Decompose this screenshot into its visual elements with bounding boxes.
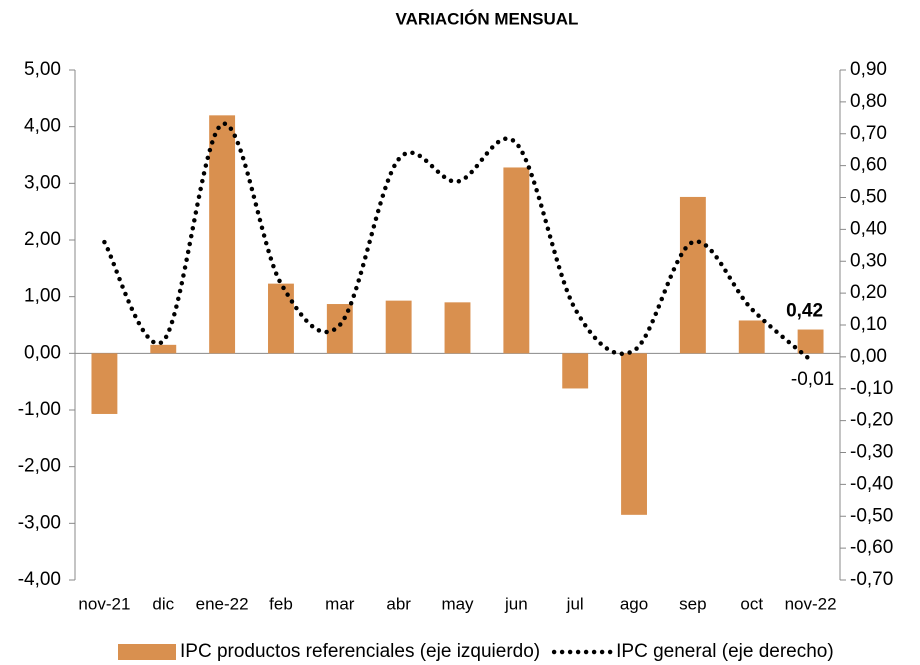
legend-label: IPC general (eje derecho) bbox=[616, 641, 834, 662]
legend-label: IPC productos referenciales (eje izquier… bbox=[180, 641, 540, 662]
bar bbox=[562, 353, 589, 389]
y-tick-label: 0,00 bbox=[24, 342, 61, 363]
y2-tick-label: 0,50 bbox=[850, 187, 887, 208]
y-tick-label: 1,00 bbox=[24, 286, 61, 307]
x-tick-label: nov-21 bbox=[78, 594, 130, 613]
y-tick-label: -3,00 bbox=[18, 512, 61, 533]
x-tick-label: mar bbox=[325, 594, 355, 613]
y-tick-label: 3,00 bbox=[24, 172, 61, 193]
y2-tick-label: -0,60 bbox=[850, 537, 893, 558]
x-tick-label: feb bbox=[269, 594, 293, 613]
y-tick-label: 2,00 bbox=[24, 229, 61, 250]
y2-tick-label: 0,40 bbox=[850, 218, 887, 239]
y2-tick-label: 0,80 bbox=[850, 91, 887, 112]
legend-swatch bbox=[118, 644, 176, 660]
x-tick-label: sep bbox=[679, 594, 706, 613]
y2-tick-label: 0,20 bbox=[850, 282, 887, 303]
y-tick-label: -1,00 bbox=[18, 399, 61, 420]
y2-tick-label: 0,60 bbox=[850, 155, 887, 176]
x-tick-label: oct bbox=[740, 594, 763, 613]
x-tick-label: dic bbox=[152, 594, 174, 613]
bar bbox=[209, 115, 236, 354]
x-tick-label: abr bbox=[386, 594, 411, 613]
bar bbox=[444, 302, 471, 354]
y2-tick-label: -0,30 bbox=[850, 442, 893, 463]
y2-tick-label: -0,70 bbox=[850, 569, 893, 590]
x-tick-label: nov-22 bbox=[785, 594, 837, 613]
x-tick-label: ago bbox=[620, 594, 648, 613]
y2-tick-label: 0,10 bbox=[850, 314, 887, 335]
bar bbox=[503, 167, 530, 354]
x-tick-label: jul bbox=[566, 594, 584, 613]
bar bbox=[385, 300, 412, 354]
x-tick-label: may bbox=[441, 594, 474, 613]
y-tick-label: 4,00 bbox=[24, 116, 61, 137]
bar bbox=[797, 329, 824, 354]
bar bbox=[621, 353, 647, 515]
y2-tick-label: -0,40 bbox=[850, 473, 893, 494]
y-tick-label: -4,00 bbox=[18, 569, 61, 590]
y2-tick-label: 0,70 bbox=[850, 123, 887, 144]
y2-tick-label: -0,20 bbox=[850, 410, 893, 431]
bar bbox=[91, 353, 118, 414]
bar bbox=[679, 196, 706, 354]
y2-tick-label: -0,50 bbox=[850, 505, 893, 526]
y-tick-label: 5,00 bbox=[24, 59, 61, 80]
y2-tick-label: 0,90 bbox=[850, 59, 887, 80]
y2-tick-label: 0,00 bbox=[850, 346, 887, 367]
bar bbox=[268, 283, 294, 354]
line-value-label: -0,01 bbox=[791, 369, 834, 390]
bar bbox=[738, 320, 765, 354]
bar bbox=[150, 344, 177, 354]
x-tick-label: ene-22 bbox=[196, 594, 249, 613]
y2-tick-label: 0,30 bbox=[850, 250, 887, 271]
y-tick-label: -2,00 bbox=[18, 456, 61, 477]
y2-tick-label: -0,10 bbox=[850, 378, 893, 399]
bar-value-label: 0,42 bbox=[786, 301, 823, 322]
chart-title: VARIACIÓN MENSUAL bbox=[396, 9, 579, 28]
x-tick-label: jun bbox=[504, 594, 528, 613]
